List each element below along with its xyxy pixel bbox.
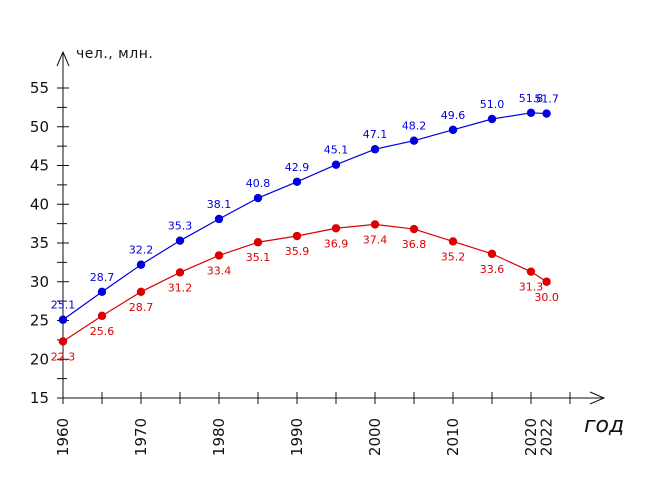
- data-point: [409, 224, 419, 234]
- data-point: [292, 177, 302, 186]
- y-tick-label: 55: [30, 79, 49, 97]
- data-point: [175, 268, 185, 277]
- y-tick-label: 45: [30, 157, 49, 175]
- series-2: 22.3 25.6 28.7 31.2 33.4 35.1 35.9 36.9 37.4 36.8…: [51, 220, 559, 363]
- data-point: [214, 214, 224, 224]
- series-1: 25.1 28.7 32.2 35.3 38.1 40.8 42.9 45.1 47.1 48.2…: [51, 92, 559, 324]
- x-tick-label: 1970: [132, 418, 150, 456]
- x-tick-label: 2000: [366, 418, 384, 456]
- data-point: [97, 287, 107, 297]
- data-point: [253, 193, 263, 203]
- data-label: 28.7: [129, 301, 154, 314]
- axes: чел., млн. год: [56, 46, 624, 438]
- x-tick-label: 1980: [210, 418, 228, 456]
- data-point: [448, 125, 458, 135]
- series-line: [62, 112, 547, 321]
- y-axis-label: чел., млн.: [76, 46, 153, 62]
- data-label: 42.9: [285, 161, 310, 174]
- data-point: [331, 224, 341, 233]
- y-axis-arrow: [56, 50, 70, 67]
- data-label: 40.8: [246, 177, 271, 190]
- data-label: 35.1: [246, 251, 271, 264]
- y-tick-label: 50: [30, 118, 49, 136]
- data-label: 32.2: [129, 244, 154, 257]
- y-tick-label: 20: [30, 350, 49, 368]
- x-tick-label: 2022: [538, 418, 556, 456]
- x-tick-label: 1990: [288, 418, 306, 456]
- data-point: [526, 108, 536, 118]
- data-point: [253, 238, 263, 247]
- data-point: [542, 109, 551, 118]
- data-label: 35.9: [285, 245, 310, 258]
- data-point: [175, 236, 185, 245]
- data-point: [526, 267, 536, 276]
- y-tick-label: 35: [30, 234, 49, 252]
- y-tick-label: 30: [30, 273, 49, 291]
- data-point: [487, 114, 497, 124]
- data-point: [58, 315, 68, 324]
- data-label: 35.3: [168, 220, 193, 233]
- x-axis-label: год: [584, 413, 624, 438]
- data-label: 38.1: [207, 198, 232, 211]
- x-tick-label: 2010: [444, 418, 462, 456]
- data-point: [214, 251, 224, 260]
- data-label: 36.9: [324, 237, 349, 250]
- series-line: [62, 223, 547, 342]
- data-label: 33.6: [480, 263, 505, 276]
- data-label: 37.4: [363, 233, 388, 246]
- data-label: 33.4: [207, 264, 232, 277]
- data-point: [58, 337, 68, 346]
- data-label: 49.6: [441, 109, 466, 122]
- data-label: 51.8: [519, 92, 544, 105]
- data-label: 45.1: [324, 144, 349, 157]
- data-label: 36.8: [402, 238, 427, 251]
- data-label: 25.6: [90, 325, 115, 338]
- data-label: 48.2: [402, 120, 427, 133]
- data-point: [136, 287, 146, 297]
- data-label: 31.2: [168, 281, 193, 294]
- data-point: [409, 136, 419, 145]
- data-label: 47.1: [363, 128, 388, 141]
- x-tick-label: 1960: [54, 418, 72, 456]
- x-axis-arrow: [589, 391, 606, 405]
- data-label: 31.3: [519, 281, 544, 294]
- data-point: [370, 220, 380, 229]
- data-label: 30.0: [534, 291, 559, 304]
- y-tick-label: 40: [30, 195, 49, 213]
- data-label: 51.7: [534, 93, 559, 106]
- data-point: [331, 160, 341, 169]
- x-tick-label: 2020: [522, 418, 540, 456]
- data-label: 25.1: [51, 299, 76, 312]
- data-point: [542, 277, 551, 286]
- data-point: [97, 311, 107, 321]
- data-point: [370, 145, 380, 154]
- data-label: 28.7: [90, 271, 115, 284]
- data-point: [136, 260, 146, 269]
- y-tick-label: 15: [30, 389, 49, 407]
- data-point: [487, 249, 497, 259]
- data-label: 51.0: [480, 98, 505, 111]
- data-label: 22.3: [51, 350, 76, 363]
- data-point: [448, 237, 458, 246]
- data-point: [292, 231, 302, 241]
- series-layer: 25.1 28.7 32.2 35.3 38.1 40.8 42.9 45.1 47.1 48.2…: [51, 92, 559, 364]
- y-tick-label: 25: [30, 312, 49, 330]
- data-label: 35.2: [441, 250, 466, 263]
